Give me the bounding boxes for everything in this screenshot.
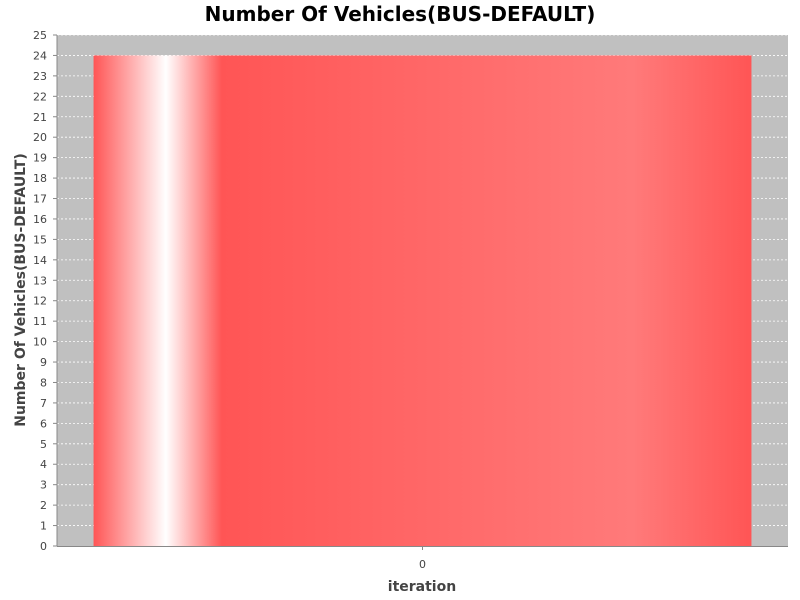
y-tick-label-9: 9 (40, 356, 47, 369)
y-tick-label-18: 18 (33, 172, 47, 185)
y-tick-label-4: 4 (40, 458, 47, 471)
y-tick-label-22: 22 (33, 90, 47, 103)
y-tick-label-6: 6 (40, 417, 47, 430)
y-tick-label-23: 23 (33, 70, 47, 83)
y-tick-label-16: 16 (33, 213, 47, 226)
y-tick-label-5: 5 (40, 438, 47, 451)
y-tick-label-3: 3 (40, 479, 47, 492)
x-tick-label-0: 0 (419, 558, 426, 571)
y-tick-label-0: 0 (40, 540, 47, 553)
y-tick-label-21: 21 (33, 111, 47, 124)
y-tick-label-8: 8 (40, 376, 47, 389)
y-tick-label-13: 13 (33, 274, 47, 287)
x-tick-labels: 0 (419, 546, 426, 571)
bar-0 (93, 55, 752, 546)
y-tick-label-19: 19 (33, 152, 47, 165)
y-tick-label-11: 11 (33, 315, 47, 328)
y-tick-label-14: 14 (33, 254, 47, 267)
y-tick-label-2: 2 (40, 499, 47, 512)
bars (93, 55, 752, 546)
y-tick-label-17: 17 (33, 193, 47, 206)
chart-title: Number Of Vehicles(BUS-DEFAULT) (204, 2, 596, 26)
y-tick-label-25: 25 (33, 29, 47, 42)
y-tick-label-15: 15 (33, 233, 47, 246)
x-axis-label: iteration (388, 579, 456, 595)
y-tick-label-24: 24 (33, 49, 47, 62)
y-tick-label-10: 10 (33, 336, 47, 349)
y-tick-labels: 0123456789101112131415161718192021222324… (33, 29, 57, 553)
y-tick-label-12: 12 (33, 295, 47, 308)
y-tick-label-1: 1 (40, 520, 47, 533)
y-axis-label: Number Of Vehicles(BUS-DEFAULT) (13, 153, 29, 427)
y-tick-label-7: 7 (40, 397, 47, 410)
y-tick-label-20: 20 (33, 131, 47, 144)
